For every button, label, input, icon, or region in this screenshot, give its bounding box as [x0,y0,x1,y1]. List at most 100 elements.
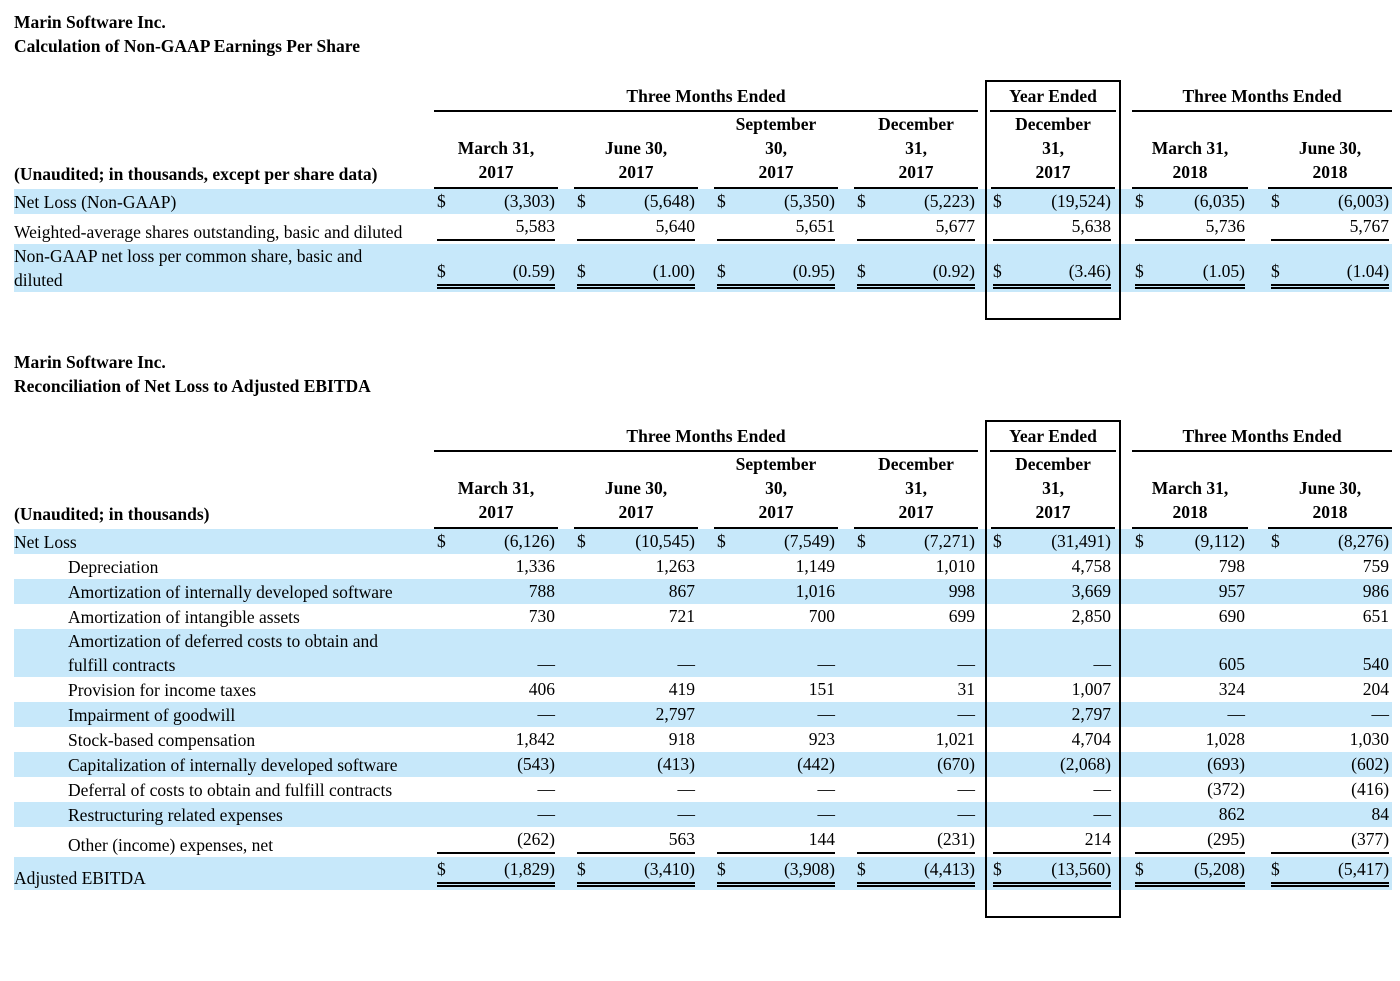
cell-value: 918 [668,729,695,749]
value-wrap: 5,638 [993,214,1112,241]
date-line: 30, [765,478,787,498]
table-row: Amortization of intangible assets 730 721 7… [14,604,1392,629]
row-label-cell: Restructuring related expenses [14,802,434,827]
cell-value: 1,030 [1349,729,1390,749]
value-cell: 923 [714,727,838,752]
spacer-cell [1120,702,1132,727]
cell-value: 862 [1218,804,1246,824]
value-cell: 563 [574,827,698,857]
spacer-cell [838,890,854,917]
value-cell: — [854,777,978,802]
cell-value: (1,829) [503,859,555,879]
company-name: Marin Software Inc. [14,352,166,372]
value-cell: — [574,777,698,802]
cell-value: (0.95) [792,261,835,281]
value-wrap: — [437,652,556,677]
value-wrap: 651 [1271,604,1389,629]
value-wrap: 1,028 [1135,727,1245,752]
date-line: 31, [1042,138,1064,158]
column-group-header-row: Three Months Ended Year Ended Three Months… [14,80,1393,112]
date-line: June 30, [604,478,668,498]
cell-value: (442) [797,754,835,774]
spacer-cell [1120,554,1132,579]
spacer-cell [978,244,986,292]
value-cell: 1,028 [1132,727,1248,752]
value-wrap: (295) [1135,827,1246,854]
unaudited-note-cell: (Unaudited; in thousands, except per sha… [14,112,434,189]
spacer-cell [434,292,558,319]
value-cell: — [854,802,978,827]
spacer-cell [558,752,574,777]
table-row: Net Loss (Non-GAAP) $ (3,303) $ (5,648) $ (5,3… [14,189,1393,214]
value-wrap: $ (0.59) [437,259,555,289]
spacer-cell [1120,827,1132,857]
spacer-cell [1248,214,1268,244]
cell-value: 540 [1362,654,1390,674]
spacer-cell [838,579,854,604]
cell-value: 3,669 [1071,581,1112,601]
value-wrap: $ (7,271) [857,529,975,554]
date-line: 2017 [758,162,794,182]
spacer-cell [558,802,574,827]
value-wrap: $ (31,491) [993,529,1111,554]
spacer-cell [1248,777,1268,802]
cell-value: (413) [657,754,695,774]
table-row: Amortization of internally developed sof… [14,579,1393,604]
spacer-cell [1248,629,1268,677]
value-wrap: 721 [577,604,695,629]
cell-value: 1,010 [935,556,976,576]
cell-value: — [957,654,976,674]
value-wrap: 324 [1135,677,1245,702]
date-line: March 31, [457,138,535,158]
cell-value: — [1093,804,1112,824]
spacer-cell [838,112,854,189]
spacer-cell [558,112,574,189]
value-cell: (543) [434,752,558,777]
cell-value: 798 [1218,556,1246,576]
spacer-cell [558,702,574,727]
unaudited-note: (Unaudited; in thousands) [14,504,210,524]
spacer-cell [978,727,986,752]
group-header-label: Year Ended [990,424,1117,452]
value-cell: $ (3,303) [434,189,558,214]
spacer-cell [978,629,986,677]
value-wrap: 1,149 [717,554,835,579]
group-header-label: Three Months Ended [434,84,979,112]
column-header-2: September 30, 2017 [714,112,838,189]
value-wrap: (2,068) [993,752,1111,777]
value-cell: (231) [854,827,978,857]
cell-value: 1,336 [515,556,555,576]
column-header-1: June 30, 2017 [574,452,698,529]
column-header-0: March 31, 2017 [434,452,558,529]
value-cell: (372) [1132,777,1248,802]
spacer-cell [558,244,574,292]
group-header-label: Three Months Ended [1132,84,1393,112]
value-cell: $ (1.05) [1132,244,1248,292]
column-header-date: March 31, 2017 [434,136,558,189]
date-line: June 30, [604,138,668,158]
spacer-cell [558,529,574,554]
value-wrap: 419 [577,677,695,702]
box-bottom-row [14,890,1392,918]
date-line: December [878,114,954,134]
table-row: Restructuring related expenses — — — — — 862 84 [14,802,1393,827]
spacer-cell [1268,292,1392,319]
value-cell: $ (31,491) [985,529,1122,554]
value-wrap: 2,850 [993,604,1111,629]
cell-value: 5,583 [515,216,555,236]
financial-table: Three Months Ended Year Ended Three Months… [14,80,1393,320]
row-label-cell: Depreciation [14,554,434,579]
value-cell: $ (1,829) [434,857,558,890]
value-wrap: $ (1,829) [437,857,555,887]
cell-value: 605 [1218,654,1246,674]
spacer-cell [1120,189,1132,214]
value-cell: 700 [714,604,838,629]
value-wrap: $ (3,410) [577,857,695,887]
value-cell: 5,767 [1268,214,1392,244]
spacer-cell [838,554,854,579]
value-wrap: 5,677 [857,214,976,241]
group-header-three-months-2018: Three Months Ended [1132,421,1393,452]
cell-value: — [537,654,556,674]
dollar-sign: $ [577,859,586,879]
spacer-cell [698,554,714,579]
